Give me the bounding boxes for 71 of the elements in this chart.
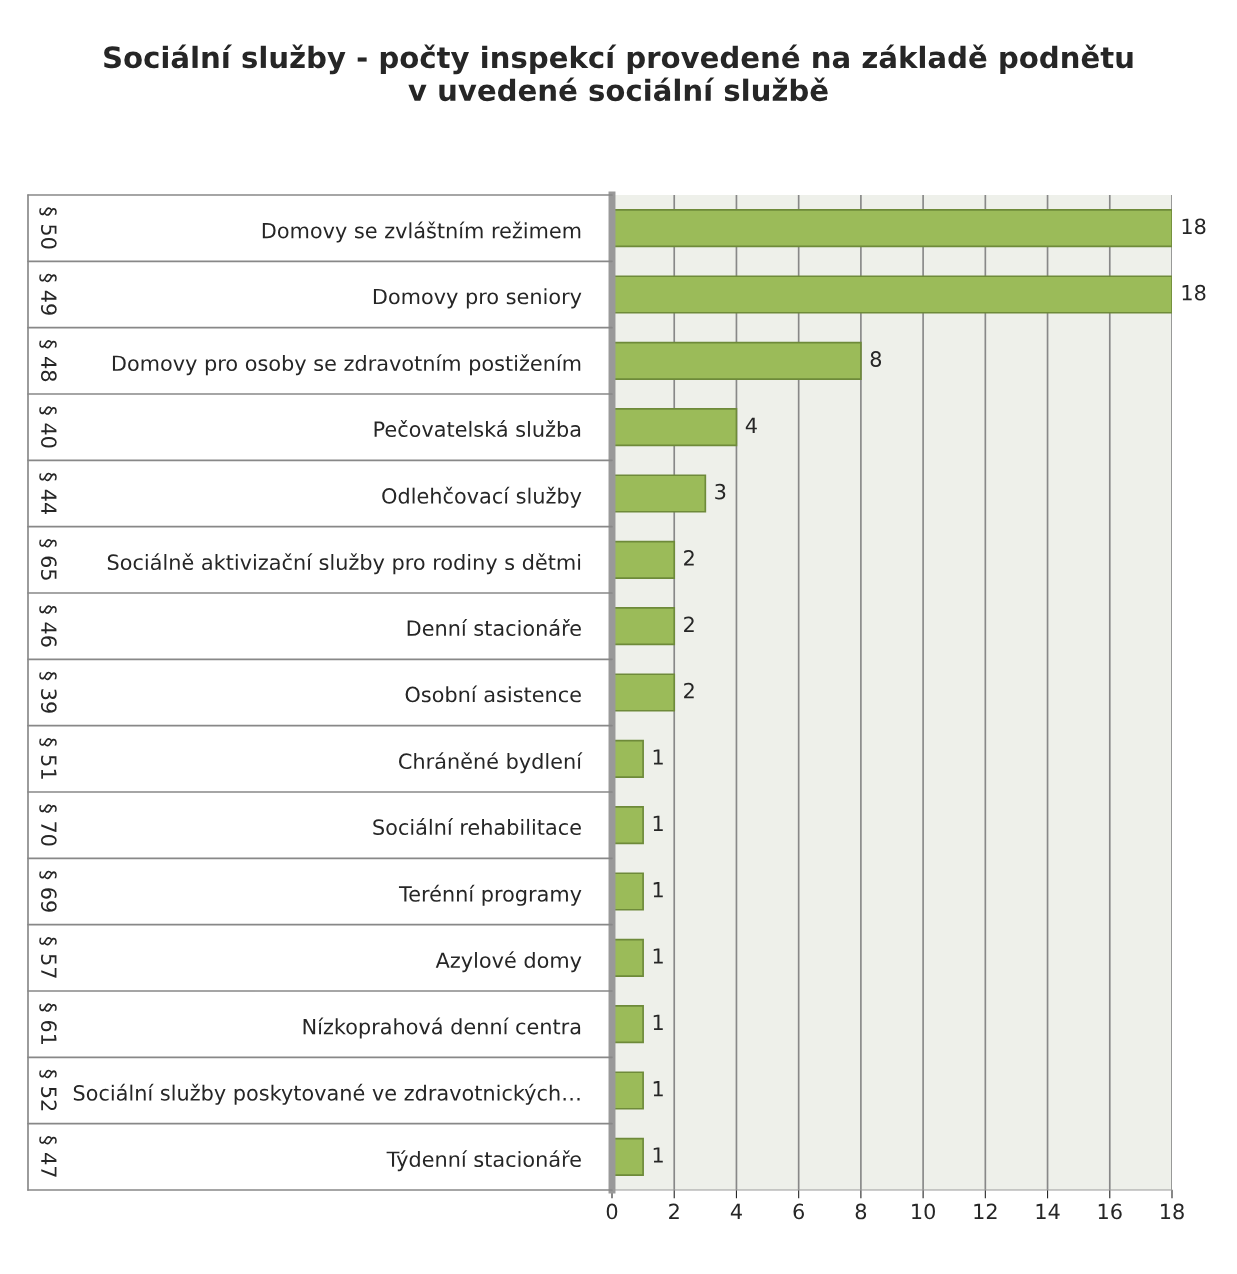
text: § 49 [39,273,57,315]
y-tick-label: Sociálně aktivizační služby pro rodiny s dětmi [107,553,581,575]
data-label: 1 [653,749,663,765]
text: § 39 [39,671,57,713]
text: § 52 [39,1069,57,1111]
text: § 65 [39,539,57,580]
y-tick-label: Chráněné bydlení [399,752,583,774]
data-label: 1 [653,815,663,831]
text: § 61 [39,1003,57,1045]
text: § 44 [39,472,57,515]
data-label: 1 [653,882,663,898]
bar [612,474,707,513]
data-label: 2 [684,682,694,699]
data-label: 1 [653,1014,663,1030]
x-tick-label: 12 [974,1203,997,1220]
data-label: 4 [745,417,757,433]
text: § 40 [39,406,57,448]
y-tick-label: Nízkoprahová denní centra [303,1017,581,1039]
text: § 48 [39,340,57,382]
bar [612,540,676,579]
data-label: 18 [1182,284,1206,301]
data-label: 1 [653,1147,663,1163]
data-label: 1 [653,948,663,964]
text: § 50 [39,207,57,249]
text: § 51 [39,738,57,779]
text: § 69 [39,870,57,912]
x-tick-label: 4 [730,1203,742,1220]
text: § 46 [39,605,57,647]
bar [612,607,676,646]
text: § 70 [39,804,57,846]
bar [612,739,644,778]
y-tick-label: Terénní programy [398,884,582,906]
y-tick-label: Osobní asistence [405,685,581,703]
x-tick-label: 2 [669,1203,679,1220]
data-label: 2 [684,616,694,632]
text: § 47 [39,1136,57,1177]
bar [612,806,644,845]
data-label: 2 [684,550,694,566]
y-tick-label: Denní stacionáře [407,619,581,637]
bar [612,1137,644,1176]
y-tick-label: Domovy pro osoby se zdravotním postižením [112,354,581,376]
x-tick-label: 16 [1098,1203,1122,1220]
y-tick-label: Domovy pro seniory [373,288,582,309]
y-tick-label: Týdenní stacionáře [386,1150,581,1172]
y-tick-label: Odlehčovací služby [382,486,582,508]
y-tick-label: Pečovatelská služba [374,420,581,438]
y-tick-label: Domovy se zvláštním režimem [262,221,581,243]
data-label: 1 [653,1081,663,1097]
bar [612,341,862,380]
x-tick-label: 8 [855,1203,867,1220]
y-tick-label: Sociální rehabilitace [373,818,581,836]
chart-title: Sociální služby - počty inspekcí provedené na základě podnětu v uvedené sociální službě [104,44,1133,102]
x-tick-label: 6 [793,1203,804,1220]
x-tick-label: 0 [606,1203,618,1220]
bar [612,209,1172,248]
bar [612,1071,644,1110]
x-tick-label: 10 [912,1203,935,1220]
data-label: 8 [870,351,882,367]
bar [612,408,738,447]
data-label: 3 [715,483,726,500]
data-label: 18 [1182,218,1206,235]
x-tick-label: 14 [1036,1203,1060,1220]
bar [612,872,644,911]
bar [612,938,644,977]
x-tick-label: 18 [1161,1203,1184,1220]
bar [612,673,676,712]
text: § 57 [39,937,57,978]
bar [612,275,1172,314]
y-tick-label: Sociální služby poskytované ve zdravotnických… [73,1083,580,1105]
y-tick-label: Azylové domy [435,951,582,973]
bar [612,1005,644,1044]
